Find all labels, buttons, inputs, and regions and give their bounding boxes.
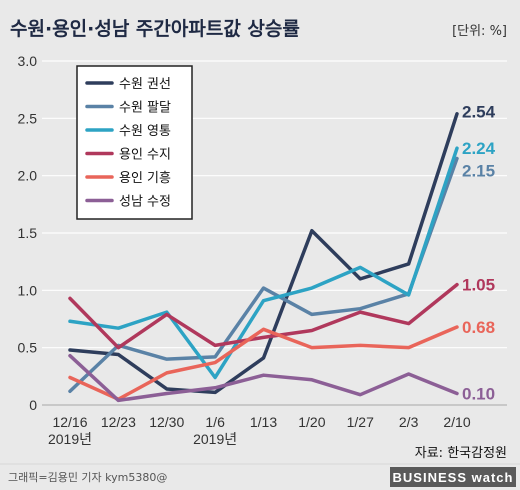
series-line: [68, 156, 459, 393]
brand-logo: BUSINESS watch: [393, 470, 514, 485]
x-tick-label: 12/16: [52, 414, 87, 430]
x-tick-label: 1/20: [298, 414, 325, 430]
series-line: [68, 111, 459, 395]
legend-label: 용인 기흥: [119, 171, 171, 186]
series-end-label: 2.24: [462, 139, 496, 158]
y-tick-label: 3.0: [18, 53, 38, 69]
legend-box: [76, 65, 193, 220]
series-end-label: 1.05: [462, 276, 495, 295]
series-end-label: 2.54: [462, 103, 496, 122]
legend-label: 성남 수정: [119, 195, 171, 210]
series-line: [68, 325, 459, 402]
source-label: 자료: 한국감정원: [415, 446, 507, 461]
y-tick-label: 2.0: [18, 168, 38, 184]
credit-label: 그래픽=김용민 기자 kym5380@: [8, 471, 167, 484]
x-tick-label: 1/27: [347, 414, 374, 430]
series-lines: [68, 111, 459, 403]
unit-label: [단위: %]: [452, 24, 507, 39]
series-line: [68, 146, 459, 380]
y-tick-label: 2.5: [18, 110, 38, 126]
series-line: [68, 353, 459, 403]
legend-label: 수원 영통: [119, 124, 171, 139]
legend-label: 수원 팔달: [119, 101, 171, 116]
series-end-label: 0.68: [462, 318, 495, 337]
x-tick-label: 2/10: [443, 414, 470, 430]
end-labels: 2.54 2.15 2.24 1.05 0.68 0.10: [462, 103, 496, 404]
brand-logo-box: [390, 467, 516, 487]
y-tick-label: 0: [29, 397, 37, 413]
legend-label: 수원 권선: [119, 77, 171, 92]
legend-label: 용인 수지: [119, 148, 171, 163]
x-tick-label: 1/6: [205, 414, 225, 430]
x-tick-label: 12/23: [101, 414, 136, 430]
series-line: [68, 282, 459, 350]
y-axis: 0 0.5 1.0 1.5 2.0 2.5 3.0: [18, 53, 38, 413]
x-tick-sublabel: 2019년: [48, 431, 92, 447]
x-tick-sublabel: 2019년: [193, 431, 237, 447]
series-end-label: 2.15: [462, 161, 495, 180]
y-tick-label: 1.5: [18, 225, 38, 241]
x-tick-label: 2/3: [399, 414, 419, 430]
y-tick-label: 1.0: [18, 282, 38, 298]
series-end-label: 0.10: [462, 385, 495, 404]
x-tick-label: 1/13: [250, 414, 277, 430]
y-tick-label: 0.5: [18, 340, 38, 356]
chart-title: 수원·용인·성남 주간아파트값 상승률: [10, 18, 300, 40]
x-tick-label: 12/30: [149, 414, 184, 430]
